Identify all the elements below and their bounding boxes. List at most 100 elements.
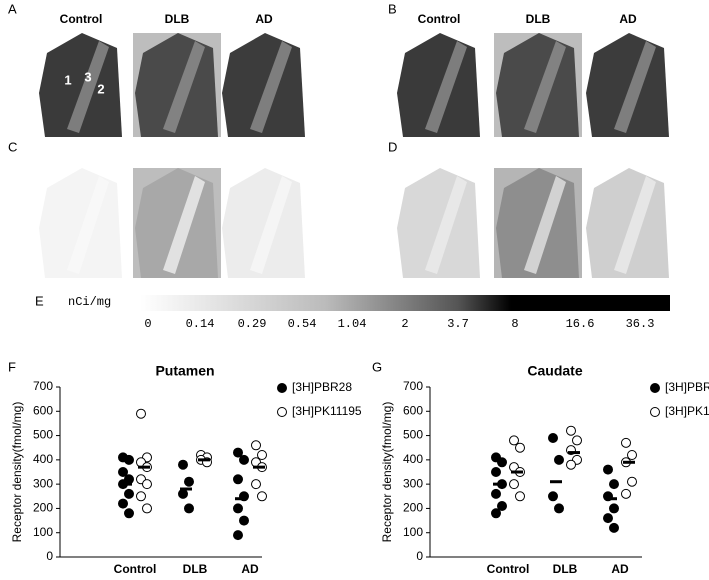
panel-label: E: [35, 293, 44, 308]
y-tick-label: 600: [403, 403, 423, 417]
scale-tick-label: 16.6: [566, 317, 595, 331]
data-point: [233, 447, 243, 458]
column-header: DLB: [526, 12, 551, 26]
region-label: 2: [97, 81, 104, 96]
y-tick-label: 500: [403, 428, 423, 442]
y-axis-label: Receptor density(fmol/mg): [10, 402, 24, 543]
y-tick-label: 100: [33, 525, 53, 539]
data-point: [497, 457, 507, 468]
data-point: [515, 442, 525, 453]
data-point: [233, 530, 243, 541]
legend-marker: [650, 383, 660, 393]
column-header: AD: [619, 12, 637, 26]
data-point: [142, 503, 152, 514]
data-point: [257, 450, 267, 460]
legend-label: [3H]PBR28: [292, 380, 352, 394]
legend-label: [3H]PK11195: [292, 404, 362, 418]
panel-label: D: [388, 139, 397, 154]
y-tick-label: 700: [403, 379, 423, 393]
data-point: [124, 488, 134, 499]
stripe: [425, 176, 467, 274]
data-point: [491, 508, 501, 519]
y-tick-label: 200: [33, 501, 53, 515]
y-tick-label: 400: [33, 452, 53, 466]
stripe: [614, 176, 656, 274]
panel-label: B: [388, 1, 397, 16]
data-point: [178, 488, 188, 499]
data-point: [178, 459, 188, 470]
stripe: [163, 41, 205, 133]
y-tick-label: 100: [403, 525, 423, 539]
stripe: [250, 41, 292, 133]
scale-tick-label: 36.3: [626, 317, 655, 331]
data-point: [491, 488, 501, 499]
stripe: [524, 176, 566, 274]
data-point: [239, 454, 249, 465]
data-point: [566, 425, 576, 436]
column-header: Control: [418, 12, 461, 26]
data-point: [184, 476, 194, 487]
data-point: [621, 488, 631, 499]
data-point: [548, 491, 558, 502]
scale-tick-label: 8: [511, 317, 518, 331]
stripe: [67, 176, 109, 274]
data-point: [627, 450, 637, 460]
legend-label: [3H]PBR28: [665, 380, 709, 394]
y-tick-label: 600: [33, 403, 53, 417]
scale-tick-label: 0.14: [186, 317, 215, 331]
scale-tick-label: 1.04: [338, 317, 367, 331]
x-tick-label: DLB: [183, 562, 208, 576]
y-tick-label: 300: [33, 476, 53, 490]
data-point: [136, 408, 146, 419]
data-point: [491, 467, 501, 477]
data-point: [124, 508, 134, 519]
data-point: [609, 479, 619, 490]
data-point: [251, 440, 261, 451]
stripe: [524, 41, 566, 133]
legend-label: [3H]PK11195: [665, 404, 709, 418]
y-axis-label: Receptor density(fmol/mg): [380, 402, 394, 543]
data-point: [603, 464, 613, 475]
scale-tick-label: 3.7: [447, 317, 469, 331]
data-point: [566, 459, 576, 470]
x-tick-label: Control: [114, 562, 157, 576]
stripe: [614, 41, 656, 133]
data-point: [118, 498, 128, 509]
data-point: [554, 503, 564, 514]
column-header: Control: [60, 12, 103, 26]
data-point: [603, 513, 613, 524]
y-tick-label: 400: [403, 452, 423, 466]
chart-title: Putamen: [155, 363, 214, 379]
panel-label: F: [8, 359, 16, 374]
data-point: [621, 437, 631, 448]
data-point: [554, 454, 564, 465]
data-point: [509, 435, 519, 446]
column-header: AD: [255, 12, 273, 26]
chart-title: Caudate: [527, 363, 582, 379]
data-point: [515, 491, 525, 502]
colour-bar: [140, 295, 670, 311]
data-point: [251, 479, 261, 490]
y-tick-label: 300: [403, 476, 423, 490]
y-tick-label: 0: [46, 549, 53, 563]
y-tick-label: 500: [33, 428, 53, 442]
data-point: [509, 479, 519, 490]
data-point: [548, 433, 558, 443]
x-tick-label: AD: [611, 562, 629, 576]
data-point: [118, 467, 128, 477]
region-label: 3: [84, 69, 91, 84]
legend-marker: [277, 407, 287, 417]
panel-label: G: [372, 359, 382, 374]
scale-tick-label: 0: [144, 317, 151, 331]
panel-label: A: [8, 1, 17, 16]
data-point: [497, 501, 507, 511]
scale-tick-label: 2: [401, 317, 408, 331]
legend-marker: [277, 383, 287, 393]
data-point: [233, 474, 243, 485]
data-point: [124, 454, 134, 465]
data-point: [233, 503, 243, 514]
y-tick-label: 700: [33, 379, 53, 393]
scale-unit: nCi/mg: [68, 295, 111, 309]
y-tick-label: 200: [403, 501, 423, 515]
